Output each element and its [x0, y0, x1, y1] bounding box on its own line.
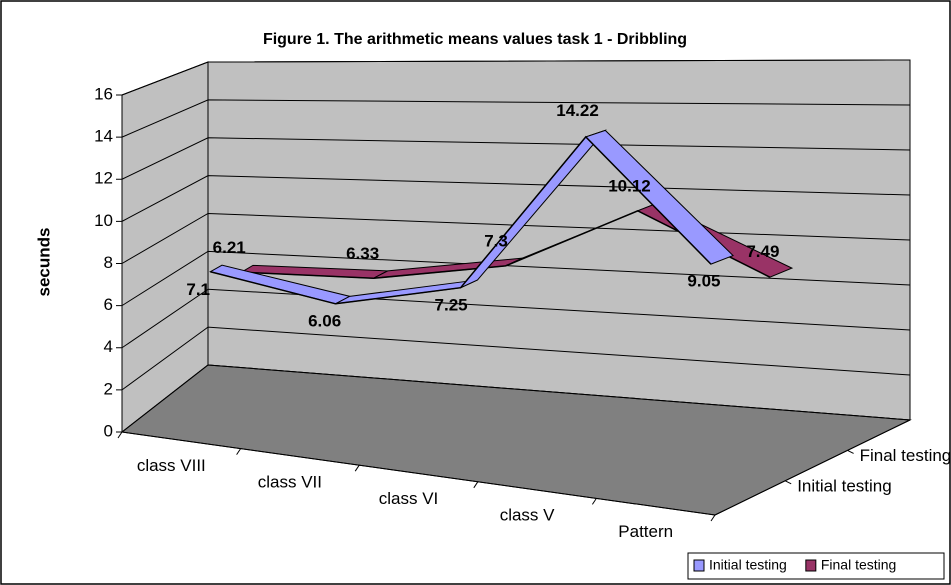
x-tick-label: class VI: [379, 489, 439, 508]
value-label: 6.06: [308, 312, 341, 331]
value-label: 6.21: [213, 238, 246, 257]
x-tick: [354, 464, 360, 472]
x-axis: [121, 431, 716, 516]
x-tick: [710, 514, 716, 522]
y-tick-label: 2: [104, 379, 113, 398]
y-tick-label: 16: [94, 84, 113, 103]
chart-title: Figure 1. The arithmetic means values ta…: [263, 31, 687, 48]
value-label: 7.25: [435, 295, 468, 314]
value-label: 7.3: [484, 231, 508, 250]
grid-line: [121, 175, 911, 222]
grid-line: [121, 99, 911, 138]
x-tick-label: class VIII: [137, 456, 206, 475]
grid-line: [121, 326, 911, 391]
grid-line: [121, 250, 911, 307]
value-label: 10.12: [608, 177, 651, 196]
value-label: 7.49: [746, 242, 779, 261]
y-axis-label: secunds: [34, 228, 53, 297]
grid-line: [121, 59, 911, 96]
grid-line: [121, 212, 911, 264]
x-tick-label: class VII: [258, 472, 322, 491]
y-tick-label: 14: [94, 127, 113, 146]
legend-label: Initial testing: [709, 557, 787, 573]
x-tick: [236, 448, 242, 455]
grid-line: [121, 137, 911, 180]
value-label: 6.33: [346, 244, 379, 263]
x-tick: [591, 498, 597, 505]
value-label: 9.05: [687, 271, 720, 290]
grid-line: [121, 288, 911, 349]
depth-label: Initial testing: [797, 476, 892, 495]
legend-swatch: [805, 559, 817, 572]
y-tick-label: 8: [104, 253, 113, 272]
y-tick-label: 0: [104, 421, 113, 440]
y-tick-label: 12: [94, 169, 113, 188]
x-tick: [117, 431, 123, 439]
series-line: [210, 135, 712, 305]
depth-tick: [847, 449, 854, 454]
depth-label: Final testing: [860, 446, 951, 465]
y-tick-label: 10: [94, 211, 113, 230]
x-tick-label: Pattern: [618, 522, 673, 541]
value-label: 7.1: [186, 280, 210, 299]
depth-axis: [714, 419, 911, 516]
y-tick-label: 6: [104, 295, 113, 314]
grid-line: [121, 364, 911, 433]
legend-label: Final testing: [821, 557, 896, 573]
x-tick-label: class V: [500, 506, 555, 525]
value-label: 14.22: [556, 101, 599, 120]
x-tick: [473, 481, 479, 489]
depth-tick: [784, 480, 792, 485]
y-tick-label: 4: [104, 337, 113, 356]
legend-swatch: [693, 559, 705, 572]
